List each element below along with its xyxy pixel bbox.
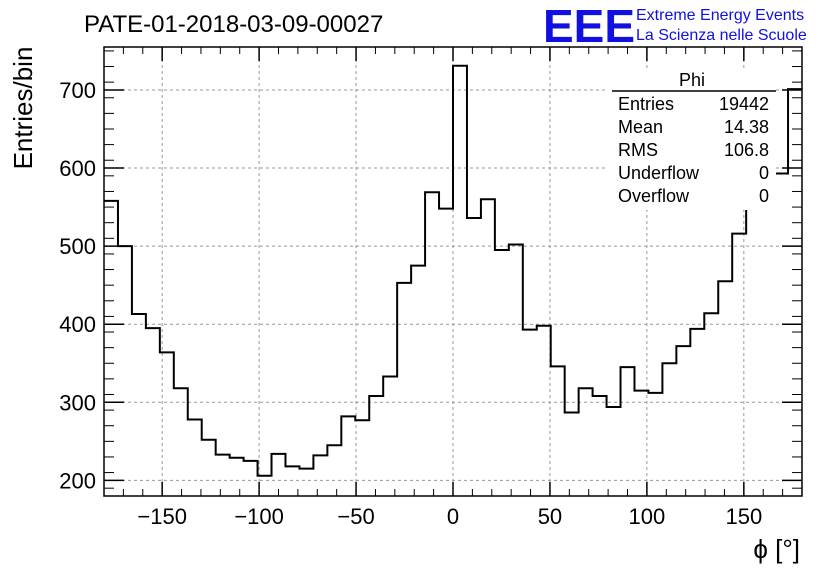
stats-label: Entries (618, 94, 674, 114)
histogram-bin (788, 89, 802, 496)
histogram-bin (244, 461, 258, 496)
histogram-bin (174, 388, 188, 496)
histogram-bin (662, 363, 676, 496)
stats-value: 0 (759, 186, 769, 206)
histogram-bin (732, 234, 746, 496)
chart-title: PATE-01-2018-03-09-00027 (84, 11, 383, 38)
histogram-bin (774, 174, 788, 496)
logo-line-1: Extreme Energy Events (636, 7, 804, 24)
x-tick-label: 100 (629, 504, 666, 529)
histogram-bin (453, 66, 467, 496)
histogram-bin (104, 201, 118, 496)
x-tick-label: 0 (447, 504, 459, 529)
histogram-bin (369, 396, 383, 496)
histogram-outline (104, 64, 802, 477)
stats-value: 19442 (719, 94, 769, 114)
x-tick-label: −50 (337, 504, 374, 529)
y-tick-labels: 200 300 400 500 600 700 (59, 78, 96, 493)
x-tick-label: 50 (538, 504, 562, 529)
histogram-bin (425, 192, 439, 496)
histogram-bars (104, 64, 802, 496)
histogram-bin (634, 391, 648, 496)
y-tick-label: 700 (59, 78, 96, 103)
histogram-bin (118, 246, 132, 496)
stats-label: Mean (618, 117, 663, 137)
y-tick-label: 600 (59, 156, 96, 181)
stats-box-rows: Entries 19442 Mean 14.38 RMS 106.8 Underflow 0 O… (618, 94, 769, 206)
y-tick-label: 300 (59, 390, 96, 415)
histogram-bin (760, 174, 774, 496)
histogram-bin (285, 466, 299, 496)
histogram-bin (481, 199, 495, 496)
x-tick-label: 150 (725, 504, 762, 529)
histogram-bin (593, 396, 607, 496)
histogram-bin (467, 218, 481, 496)
histogram-bin (411, 266, 425, 496)
y-axis-label: Entries/bin (8, 47, 38, 170)
stats-label: Underflow (618, 163, 700, 183)
stats-value: 0 (759, 163, 769, 183)
logo-line-2: La Scienza nelle Scuole (636, 27, 807, 44)
x-tick-label: −100 (234, 504, 284, 529)
histogram-bin (216, 455, 230, 496)
x-tick-label: −150 (137, 504, 187, 529)
histogram-bin (188, 419, 202, 496)
y-tick-label: 200 (59, 468, 96, 493)
histogram-bin (341, 416, 355, 496)
y-tick-label: 400 (59, 312, 96, 337)
axis-ticks (103, 47, 803, 496)
histogram-bin (327, 445, 341, 496)
histogram-bin (579, 388, 593, 496)
histogram-bin (383, 377, 397, 496)
histogram-bin (355, 420, 369, 496)
eee-logo: EEE Extreme Energy Events La Scienza nel… (543, 0, 807, 52)
histogram-bin (132, 314, 146, 496)
histogram-bin (718, 281, 732, 496)
histogram-bin (299, 469, 313, 496)
stats-box-name: Phi (679, 70, 705, 90)
histogram-bin (397, 283, 411, 496)
histogram-bin (537, 326, 551, 496)
histogram-bin (230, 458, 244, 496)
histogram-bin (565, 412, 579, 496)
histogram-bin (676, 346, 690, 496)
y-tick-label: 500 (59, 234, 96, 259)
histogram-bin (551, 366, 565, 496)
stats-label: Overflow (618, 186, 690, 206)
histogram-bin (146, 328, 160, 496)
histogram-bin (313, 455, 327, 496)
histogram-bin (621, 367, 635, 496)
x-tick-labels: −150 −100 −50 0 50 100 150 (137, 504, 762, 529)
stats-value: 106.8 (724, 140, 769, 160)
histogram-bin (202, 440, 216, 496)
histogram-bin (523, 330, 537, 496)
histogram-bin (439, 209, 453, 496)
histogram-bin (607, 407, 621, 496)
stats-box-background (608, 70, 776, 210)
x-axis-label: ϕ [°] (753, 534, 800, 564)
histogram-bin (746, 190, 760, 496)
histogram-bin (704, 313, 718, 496)
histogram-bin (160, 352, 174, 496)
stats-value: 14.38 (724, 117, 769, 137)
logo-mark: EEE (543, 0, 635, 52)
histogram-bin (495, 250, 509, 496)
histogram-bin (690, 329, 704, 496)
stats-box: Phi Entries 19442 Mean 14.38 RMS 106.8 Underfl… (608, 70, 776, 210)
histogram-bin (648, 393, 662, 496)
histogram-bin (509, 245, 523, 496)
stats-label: RMS (618, 140, 658, 160)
